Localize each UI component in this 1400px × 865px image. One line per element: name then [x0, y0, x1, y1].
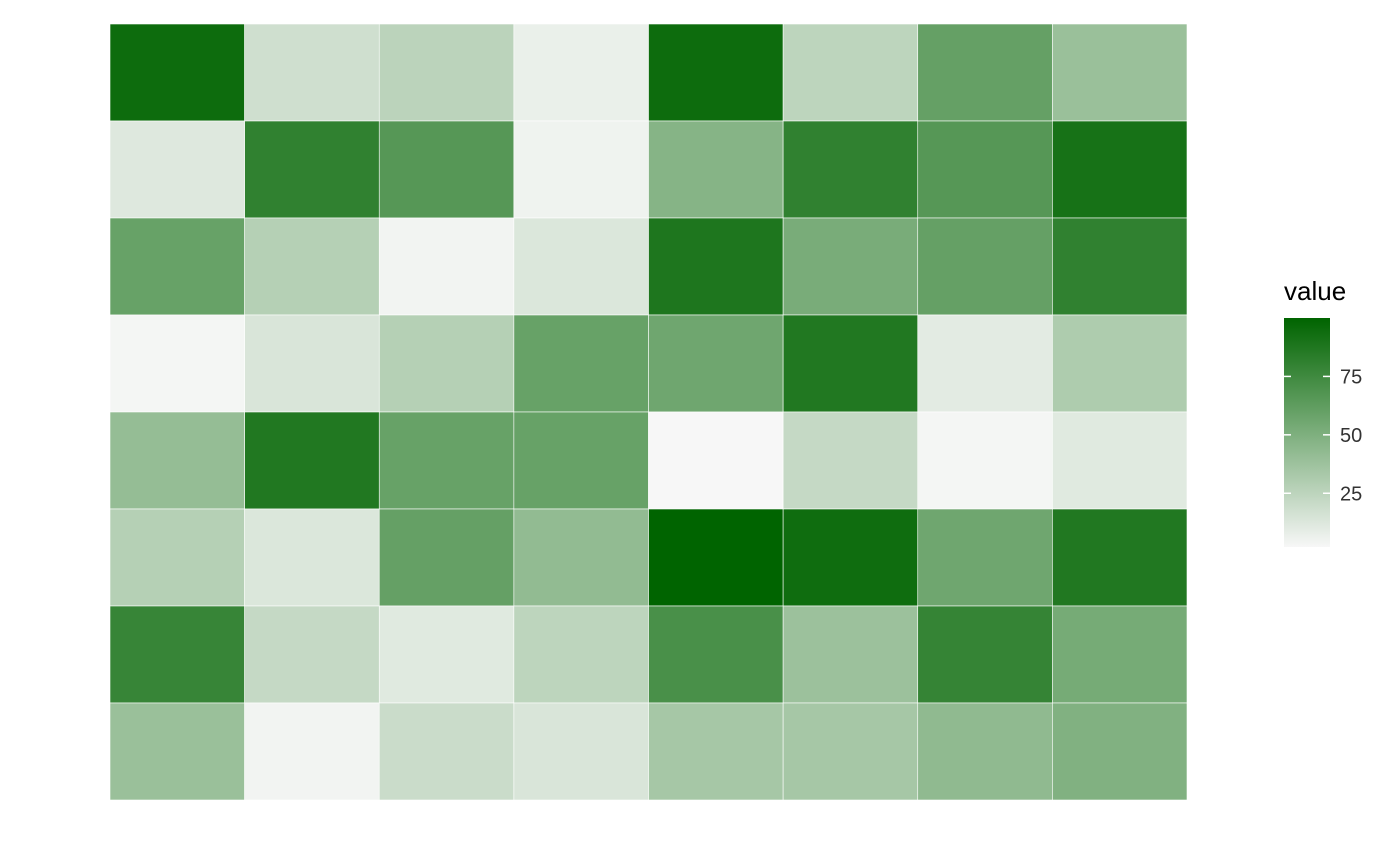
heatmap-cell	[917, 314, 1053, 413]
heatmap-cell	[1052, 120, 1188, 219]
heatmap-cell	[648, 702, 784, 801]
heatmap-cell	[378, 314, 515, 413]
legend-tick-label: 75	[1340, 366, 1362, 388]
heatmap-cell	[917, 508, 1053, 607]
heatmap-cell	[648, 314, 784, 413]
heatmap-cell	[378, 120, 515, 219]
heatmap-cell	[513, 120, 649, 219]
heatmap-cell	[244, 314, 380, 413]
heatmap-cell	[648, 217, 784, 316]
heatmap-cell	[917, 120, 1053, 219]
heatmap-cell	[782, 508, 919, 607]
heatmap-cell	[1052, 411, 1188, 510]
heatmap-cell	[513, 23, 649, 122]
heatmap-cell	[109, 217, 245, 316]
heatmap-cell	[109, 314, 245, 413]
heatmap-cell	[1052, 217, 1188, 316]
heatmap-cell	[244, 120, 380, 219]
heatmap-cell	[782, 411, 919, 510]
heatmap-cell	[109, 411, 245, 510]
heatmap-cell	[378, 411, 515, 510]
heatmap-cell	[513, 217, 649, 316]
heatmap-cell	[917, 217, 1053, 316]
heatmap-cell	[917, 605, 1053, 704]
heatmap-cell	[378, 702, 515, 801]
heatmap-cell	[109, 508, 245, 607]
heatmap-cell	[378, 605, 515, 704]
heatmap-cell	[378, 508, 515, 607]
heatmap-cell	[782, 23, 919, 122]
heatmap-cell	[513, 314, 649, 413]
heatmap-cell	[513, 605, 649, 704]
heatmap-cell	[648, 508, 784, 607]
heatmap-cell	[648, 411, 784, 510]
heatmap-cell	[782, 702, 919, 801]
heatmap-cell	[648, 605, 784, 704]
legend-tick-label: 50	[1340, 425, 1362, 447]
heatmap-cell	[244, 605, 380, 704]
heatmap-cell	[1052, 508, 1188, 607]
heatmap-cell	[109, 702, 245, 801]
heatmap-cell	[917, 23, 1053, 122]
heatmap-cell	[782, 217, 919, 316]
heatmap-cell	[917, 702, 1053, 801]
color-legend: value 25 50 75	[1284, 276, 1362, 547]
legend-ticks: 25 50 75	[1284, 366, 1362, 505]
heatmap-cell	[513, 702, 649, 801]
heatmap-cell	[378, 217, 515, 316]
heatmap-cell	[782, 605, 919, 704]
heatmap-cell	[378, 23, 515, 122]
heatmap-cells	[109, 23, 1188, 801]
legend-color-bar	[1284, 318, 1330, 547]
heatmap-cell	[109, 120, 245, 219]
heatmap-cell	[513, 411, 649, 510]
heatmap-cell	[782, 314, 919, 413]
legend-tick-label: 25	[1340, 483, 1362, 505]
heatmap-cell	[513, 508, 649, 607]
heatmap-cell	[782, 120, 919, 219]
heatmap-cell	[1052, 702, 1188, 801]
heatmap-cell	[244, 411, 380, 510]
heatmap-cell	[244, 508, 380, 607]
heatmap-cell	[244, 217, 380, 316]
heatmap-cell	[917, 411, 1053, 510]
heatmap-cell	[244, 23, 380, 122]
heatmap-cell	[648, 120, 784, 219]
heatmap-cell	[1052, 23, 1188, 122]
heatmap-cell	[1052, 605, 1188, 704]
heatmap-cell	[109, 605, 245, 704]
heatmap-cell	[648, 23, 784, 122]
heatmap-cell	[1052, 314, 1188, 413]
heatmap-cell	[244, 702, 380, 801]
legend-title: value	[1284, 276, 1346, 306]
heatmap-cell	[109, 23, 245, 122]
